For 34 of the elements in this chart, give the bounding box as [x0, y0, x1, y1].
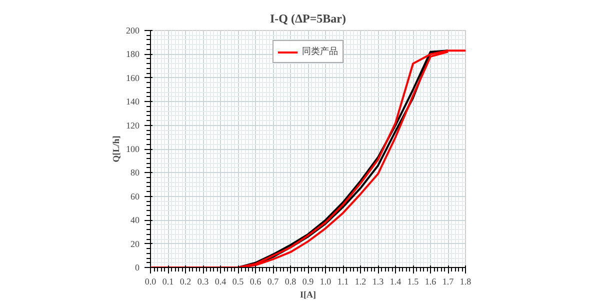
x-tick-label: 1.0 — [320, 276, 332, 286]
y-tick-label: 20 — [130, 238, 140, 249]
x-tick-label: 0.2 — [180, 276, 192, 286]
y-tick-label: 200 — [126, 26, 140, 36]
y-tick-label: 160 — [126, 72, 140, 83]
x-tick-label: 0.1 — [162, 276, 174, 286]
x-tick-label: 0.0 — [144, 276, 157, 286]
y-tick-label: 100 — [126, 144, 140, 154]
x-tick-label: 1.6 — [424, 276, 437, 286]
x-tick-label: 1.8 — [460, 276, 472, 286]
y-tick-label: 60 — [130, 191, 140, 202]
x-tick-label: 1.3 — [372, 276, 384, 286]
x-tick-label: 1.4 — [390, 276, 402, 286]
legend-label: 同类产品 — [302, 45, 338, 58]
x-tick-label: 0.7 — [267, 276, 280, 286]
x-tick-label: 1.7 — [442, 276, 454, 286]
x-tick-label: 1.1 — [337, 276, 349, 286]
y-tick-label: 80 — [130, 168, 140, 178]
x-tick-label: 0.5 — [232, 276, 244, 286]
y-tick-label: 120 — [126, 120, 140, 130]
x-tick-label: 0.8 — [284, 276, 297, 286]
x-tick-label: 0.4 — [214, 276, 227, 286]
x-tick-label: 0.3 — [197, 276, 210, 286]
y-tick-label: 180 — [126, 49, 140, 60]
x-tick-label: 0.6 — [250, 276, 262, 286]
x-tick-label: 0.9 — [302, 276, 314, 286]
x-tick-label: 1.2 — [354, 276, 366, 286]
y-tick-label: 40 — [130, 215, 140, 226]
y-tick-label: 0 — [135, 262, 140, 272]
x-tick-label: 1.5 — [407, 276, 420, 286]
y-axis-title: Q[L/h] — [111, 136, 121, 162]
chart-title: I-Q (ΔP=5Bar) — [270, 12, 346, 26]
y-tick-label: 140 — [126, 96, 140, 107]
x-axis-title: I[A] — [300, 290, 316, 300]
